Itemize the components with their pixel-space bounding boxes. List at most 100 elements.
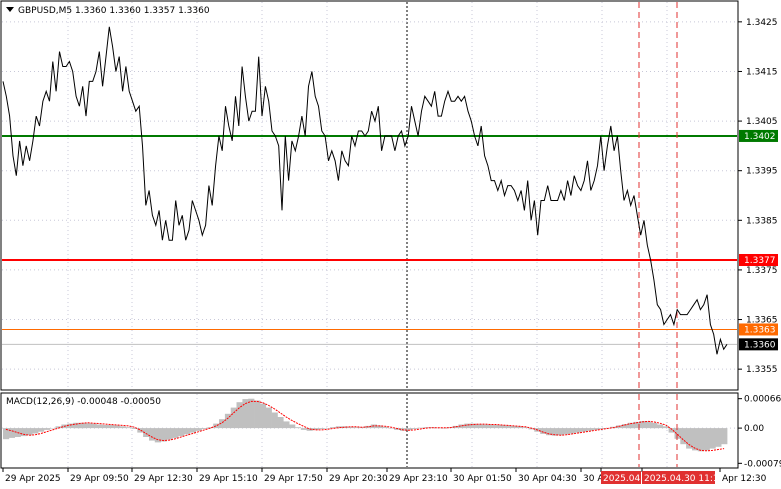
macd-tick-label: 0.00066	[744, 395, 781, 405]
macd-bar	[242, 399, 249, 429]
macd-bar	[516, 426, 523, 429]
macd-bar	[78, 422, 86, 429]
macd-bar	[201, 428, 208, 429]
macd-bar	[662, 426, 669, 429]
price-panel-frame	[0, 0, 739, 391]
price-axis: 1.34251.34151.34051.33951.33851.33751.33…	[738, 18, 778, 375]
macd-bar	[668, 428, 675, 433]
macd-bar	[207, 427, 214, 429]
highlight-time-box	[601, 471, 641, 484]
macd-bar	[49, 428, 56, 429]
macd-bar	[656, 424, 664, 429]
macd-bar	[137, 428, 144, 433]
price-tick-label: 1.3365	[746, 316, 778, 326]
macd-bar	[546, 428, 553, 436]
macd-bar	[621, 424, 629, 429]
time-label: 2025.04.30 11:15	[644, 474, 724, 484]
macd-bar	[283, 421, 290, 429]
level-label-box	[739, 323, 778, 336]
macd-bar	[528, 428, 535, 430]
macd-bar	[166, 428, 173, 440]
macd-bar	[458, 424, 465, 429]
macd-bar	[160, 428, 167, 442]
macd-bar	[674, 428, 681, 439]
macd-bar	[405, 428, 413, 431]
symbol-header: GBPUSD,M5 1.3360 1.3360 1.3357 1.3360	[18, 6, 210, 16]
macd-bar	[195, 428, 202, 431]
macd-bar	[709, 428, 716, 449]
time-axis: 29 Apr 2025 29 Apr 09:50 29 Apr 12:30 29 Ap…	[2, 468, 767, 484]
macd-bar	[312, 428, 319, 430]
time-label: 29 Apr 2025	[5, 474, 61, 484]
macd-bar	[300, 428, 307, 430]
macd-bar	[184, 428, 191, 435]
time-label: 2025.04	[603, 474, 640, 484]
price-tick-label: 1.3355	[746, 365, 778, 375]
price-line	[2, 26, 728, 355]
macd-bar	[289, 424, 296, 429]
macd-bar	[224, 413, 232, 429]
macd-tick-label: -0.00079	[744, 459, 781, 469]
time-label: 30 A	[583, 474, 604, 484]
time-label: 29 Apr 23:10	[389, 474, 448, 484]
macd-bar	[475, 424, 483, 429]
macd-bar	[335, 426, 342, 429]
time-label: 30 Apr 01:50	[453, 474, 512, 484]
macd-bar	[411, 428, 418, 429]
macd-bar	[557, 428, 564, 436]
macd-bar	[318, 428, 325, 429]
level-label: 1.3363	[744, 325, 776, 335]
vertical-markers	[638, 2, 678, 389]
macd-bar	[236, 402, 243, 429]
macd-bar	[90, 423, 97, 429]
macd-bar	[254, 400, 261, 429]
macd-bar	[388, 428, 395, 429]
macd-bar	[417, 427, 424, 429]
macd-bar	[113, 425, 121, 429]
macd-bar	[341, 426, 348, 429]
macd-bar	[143, 428, 150, 437]
macd-bar	[505, 425, 512, 429]
macd-bar	[353, 427, 360, 429]
macd-bar	[119, 426, 126, 429]
macd-bar	[464, 423, 471, 429]
macd-bar	[43, 428, 51, 430]
macd-bar	[382, 426, 389, 429]
macd-bar	[686, 428, 693, 449]
macd-bar	[84, 423, 91, 429]
macd-bar	[721, 428, 728, 445]
macd-bar	[697, 428, 704, 452]
macd-tick-label: 0.00	[744, 424, 764, 434]
macd-bar	[55, 426, 62, 429]
macd-bar	[563, 428, 570, 435]
macd-bar	[680, 428, 687, 445]
macd-bar	[470, 423, 477, 429]
macd-bar	[294, 427, 302, 429]
collapse-triangle-icon[interactable]	[6, 7, 14, 12]
macd-bar	[452, 425, 459, 429]
macd-histogram	[3, 398, 728, 452]
macd-panel-frame	[0, 392, 739, 469]
macd-bar	[73, 422, 80, 429]
macd-bar	[277, 417, 284, 429]
macd-bar	[487, 424, 494, 429]
macd-bar	[692, 428, 699, 451]
macd-bar	[125, 427, 132, 429]
price-tick-label: 1.3395	[746, 167, 778, 177]
level-label-box	[739, 338, 778, 351]
macd-signal-line	[5, 400, 725, 452]
horizontal-levels	[2, 134, 737, 345]
macd-bar	[26, 428, 33, 436]
macd-bar	[3, 428, 10, 440]
level-label-box	[739, 129, 778, 142]
level-label-box	[739, 254, 778, 266]
price-tick-label: 1.3375	[746, 266, 778, 276]
macd-panel[interactable]: 0.00066 0.00 -0.00079 MACD(12,26,9) -0.000…	[0, 392, 781, 469]
macd-bar	[581, 428, 588, 432]
macd-bar	[481, 424, 488, 429]
time-label: 29 Apr 20:30	[329, 474, 388, 484]
price-panel[interactable]: 1.34251.34151.34051.33951.33851.33751.33…	[0, 0, 778, 391]
macd-bar	[522, 427, 529, 429]
macd-bar	[149, 428, 156, 441]
